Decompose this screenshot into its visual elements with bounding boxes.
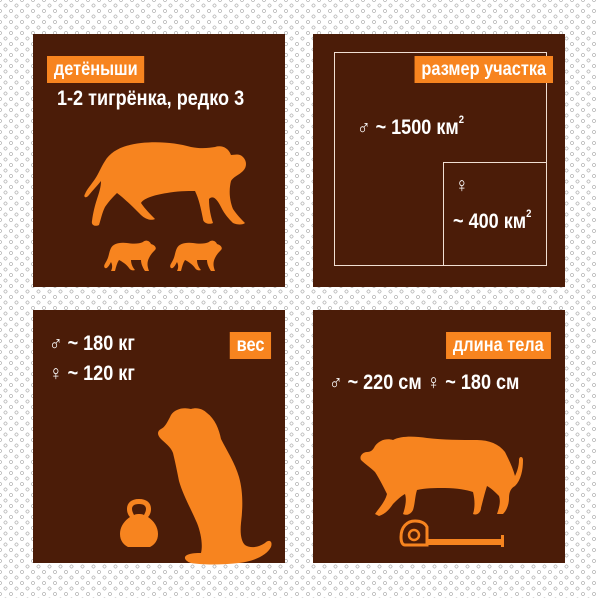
territory-label: размер участка <box>414 56 553 83</box>
unit-power: 2 <box>526 208 532 220</box>
female-territory-value: ~ 400 км2 <box>453 208 532 234</box>
walking-tiger-icon <box>360 436 523 516</box>
female-territory-box <box>443 162 547 266</box>
cubs-label: детёныши <box>47 56 145 83</box>
female-length-text: ~ 180 см <box>445 371 520 394</box>
cub-icon <box>104 240 156 271</box>
sitting-tiger-icon <box>158 408 272 565</box>
male-weight-text: ~ 180 кг <box>67 332 135 355</box>
female-symbol: ♀ <box>455 174 469 198</box>
measuring-tape-icon <box>399 519 504 547</box>
male-territory-box <box>334 52 547 266</box>
female-territory-text: ~ 400 км <box>453 210 527 233</box>
male-territory-value: ♂ ~ 1500 км2 <box>357 114 465 140</box>
kettlebell-icon <box>120 499 158 547</box>
cub-icon <box>170 240 222 271</box>
length-label: длина тела <box>446 332 551 359</box>
male-icon: ♂ <box>49 332 63 355</box>
female-icon: ♀ <box>49 362 63 385</box>
male-weight: ♂ ~ 180 кг <box>49 332 135 356</box>
weight-label: вес <box>229 332 271 359</box>
female-icon: ♀ <box>455 174 469 197</box>
male-length-text: ~ 220 см <box>347 371 422 394</box>
unit-power: 2 <box>458 114 465 126</box>
male-icon: ♂ <box>329 371 343 394</box>
territory-panel: размер участка ♂ ~ 1500 км2 ♀ ~ 400 км2 <box>313 34 565 287</box>
weight-panel: ♂ ~ 180 кг ♀ ~ 120 кг вес <box>33 310 285 565</box>
female-weight: ♀ ~ 120 кг <box>49 362 135 386</box>
length-values: ♂ ~ 220 см ♀ ~ 180 см <box>329 371 519 395</box>
male-icon: ♂ <box>357 116 371 139</box>
female-icon: ♀ <box>426 371 441 394</box>
female-weight-text: ~ 120 кг <box>67 362 135 385</box>
cubs-text: 1-2 тигрёнка, редко 3 <box>57 87 245 110</box>
male-territory-text: ~ 1500 км <box>375 116 459 139</box>
adult-tiger-icon <box>84 142 246 226</box>
cubs-panel: детёныши 1-2 тигрёнка, редко 3 <box>33 34 285 287</box>
length-panel: длина тела ♂ ~ 220 см ♀ ~ 180 см <box>313 310 565 563</box>
